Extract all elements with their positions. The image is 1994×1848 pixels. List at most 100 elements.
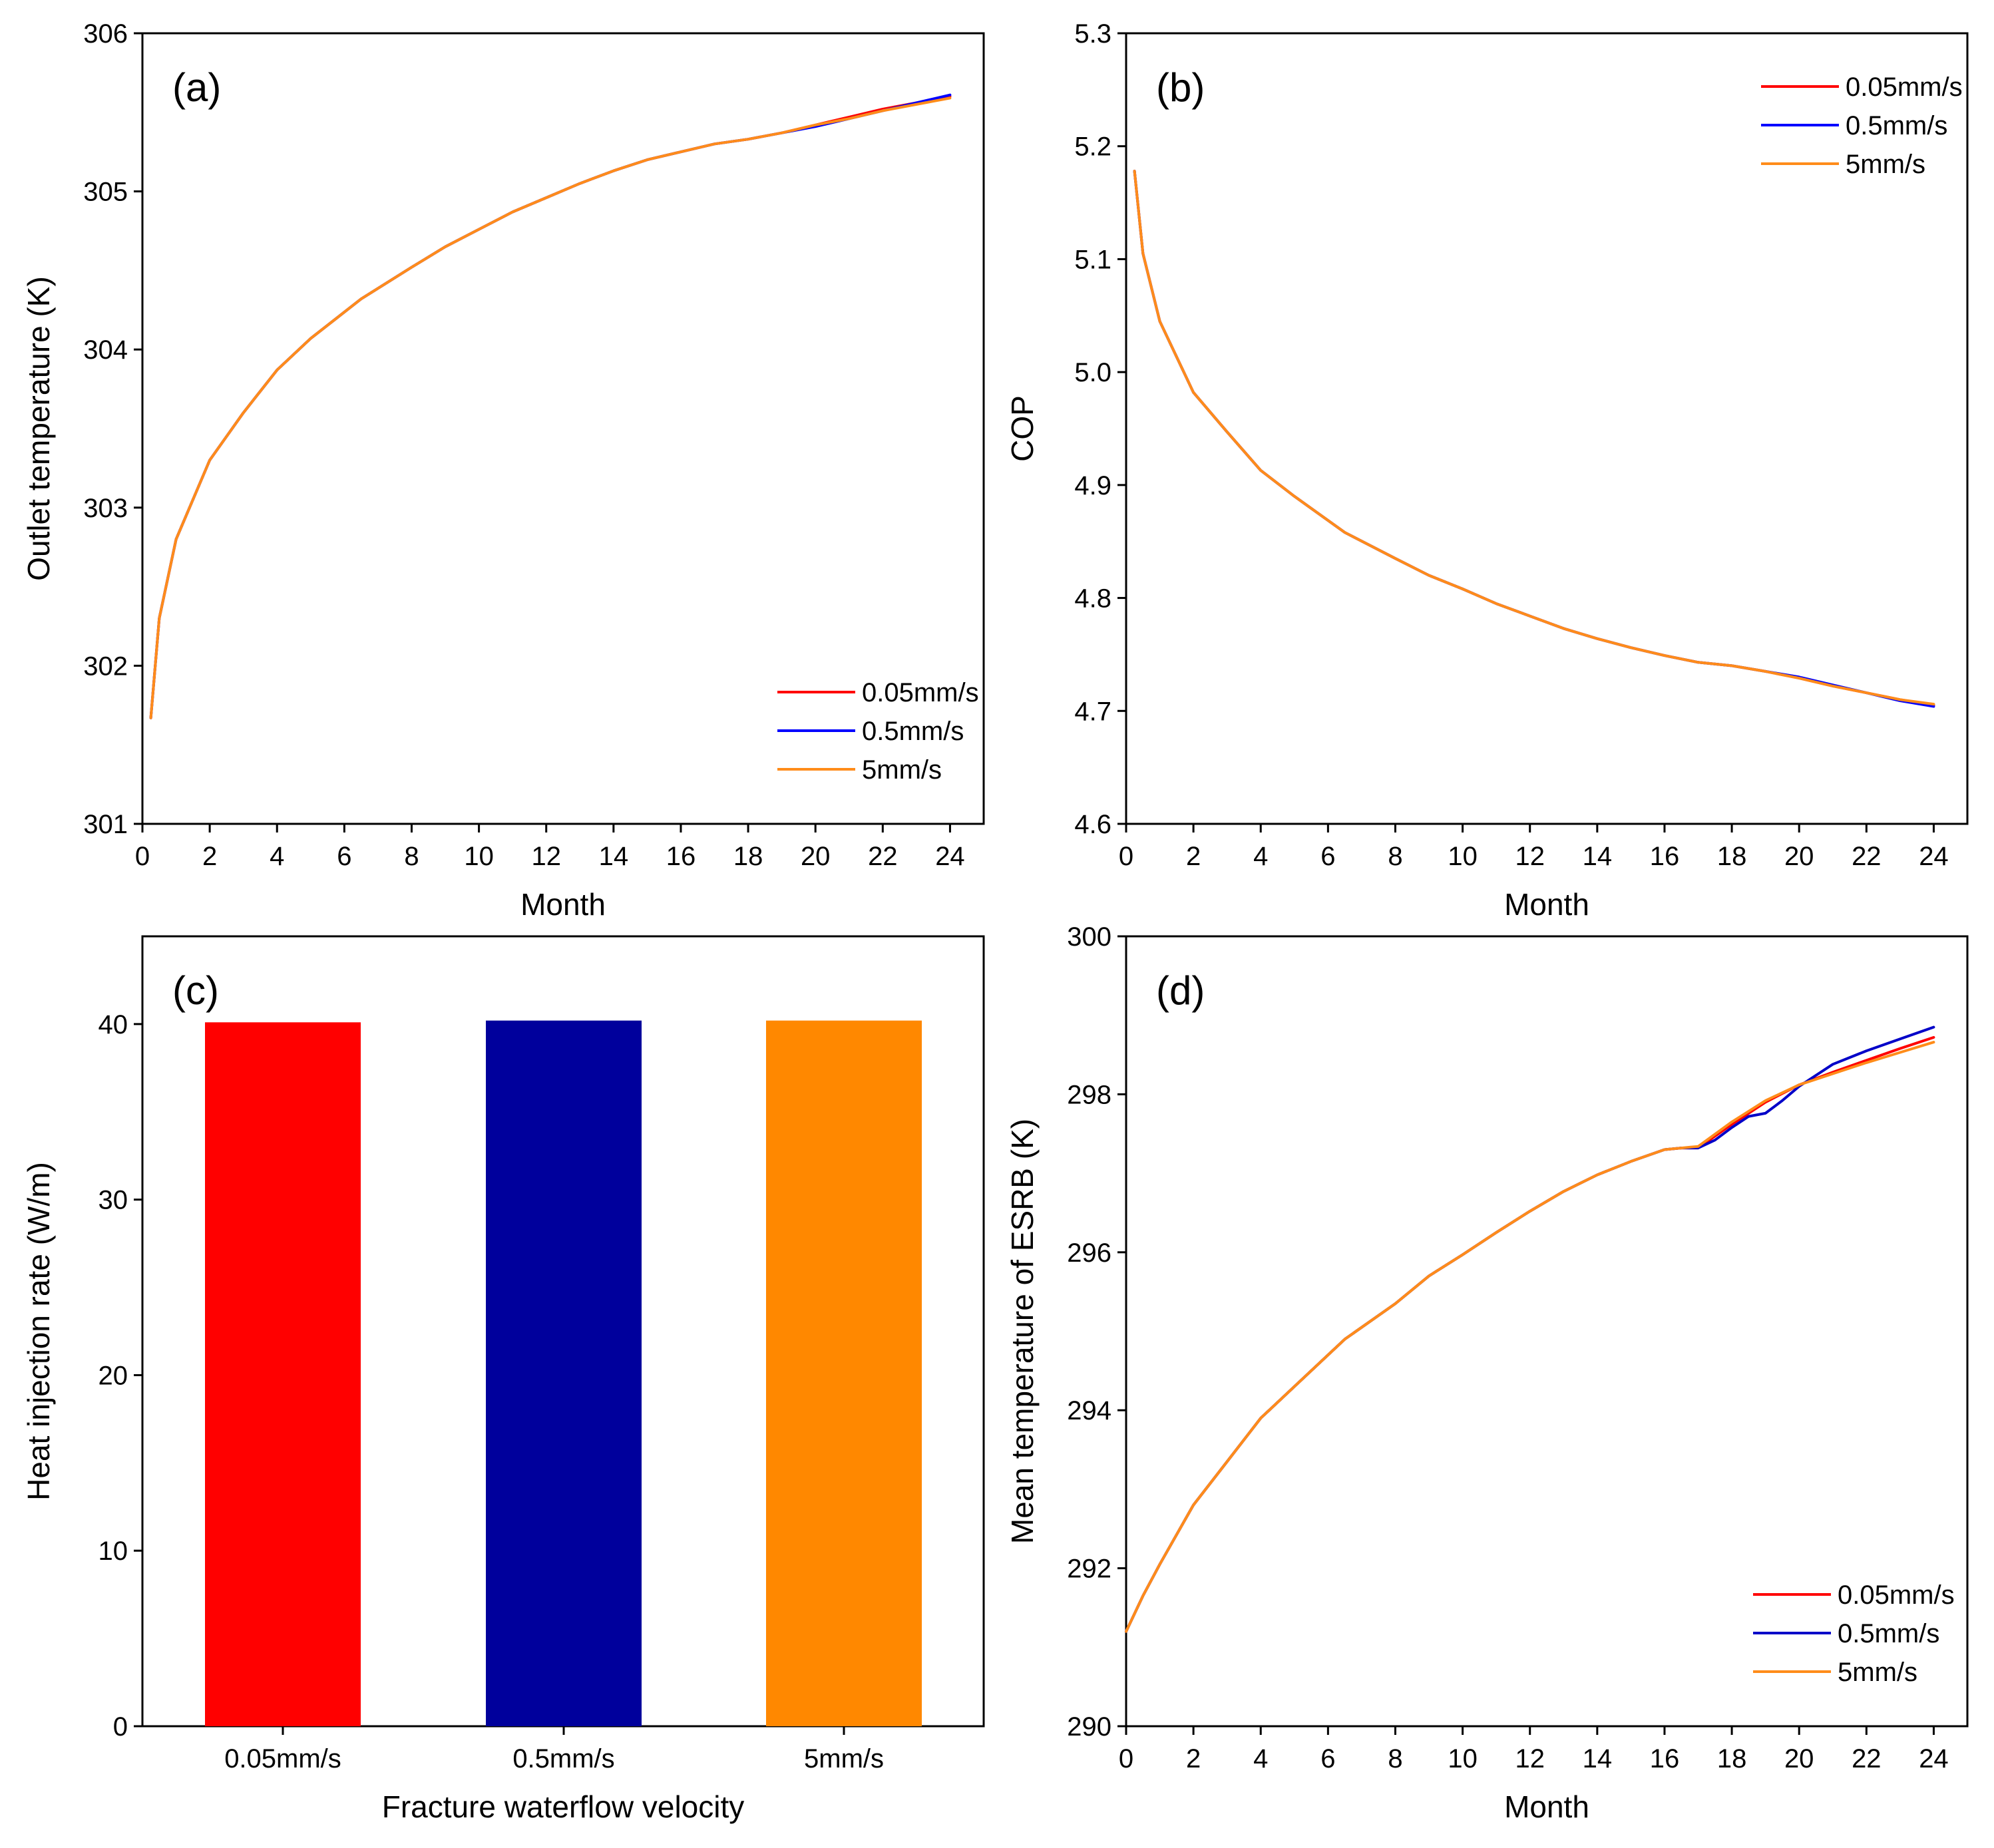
x-tick-label: 24 [935, 842, 965, 871]
x-tick-label: 24 [1919, 1744, 1949, 1773]
y-tick-label: 4.7 [1074, 697, 1111, 726]
plot-frame [141, 32, 985, 825]
x-tick-label: 10 [1448, 842, 1478, 871]
y-axis-title: Mean temperature of ESRB (K) [1005, 1119, 1040, 1544]
legend: 0.05mm/s 0.5mm/s 5mm/s [777, 678, 979, 785]
x-tick-label: 14 [1583, 842, 1613, 871]
bar-0.5mm/s [486, 1020, 642, 1726]
y-axis-title: Outlet temperature (K) [21, 276, 56, 581]
legend-label: 0.5mm/s [1838, 1619, 1939, 1648]
y-tick-label: 304 [83, 335, 128, 365]
y-tick-label: 40 [99, 1010, 128, 1039]
series-line-0.05mm/s [149, 95, 952, 719]
x-tick-label: 0 [135, 842, 150, 871]
x-tick-label: 10 [1448, 1744, 1478, 1773]
x-axis-title: Fracture waterflow velocity [382, 1789, 745, 1824]
y-tick-label: 294 [1067, 1396, 1111, 1425]
x-tick-label: 0.5mm/s [512, 1744, 614, 1773]
y-tick-label: 5.0 [1074, 358, 1111, 387]
y-tick-label: 302 [83, 651, 128, 681]
y-tick-label: 4.9 [1074, 471, 1111, 500]
bar-0.05mm/s [205, 1022, 361, 1726]
legend-label: 5mm/s [1838, 1658, 1917, 1687]
y-tick-label: 5.3 [1074, 19, 1111, 49]
y-tick-label: 4.6 [1074, 810, 1111, 839]
x-tick-label: 4 [1253, 842, 1268, 871]
y-tick-label: 290 [1067, 1712, 1111, 1742]
y-tick-label: 303 [83, 494, 128, 523]
x-tick-label: 2 [202, 842, 217, 871]
x-tick-label: 4 [270, 842, 284, 871]
x-tick-label: 10 [464, 842, 494, 871]
series-line-5mm/s [1125, 1041, 1935, 1633]
x-tick-label: 16 [1650, 1744, 1680, 1773]
x-tick-label: 2 [1186, 1744, 1201, 1773]
y-tick-label: 30 [99, 1186, 128, 1215]
x-tick-label: 8 [1388, 1744, 1402, 1773]
x-tick-label: 2 [1186, 842, 1201, 871]
y-tick-label: 5.2 [1074, 132, 1111, 162]
legend-label: 0.05mm/s [1846, 73, 1963, 102]
x-tick-label: 16 [1650, 842, 1680, 871]
x-tick-label: 12 [1515, 1744, 1545, 1773]
plot-frame [1125, 32, 1969, 825]
series-line-0.05mm/s [1125, 1035, 1935, 1633]
y-tick-label: 298 [1067, 1080, 1111, 1109]
x-axis-title: Month [1504, 1789, 1589, 1824]
y-tick-label: 300 [1067, 922, 1111, 952]
y-axis-title: COP [1005, 395, 1040, 462]
panel-c: 0 10 20 30 40 Heat injection rate (W/m) Fractu… [21, 935, 985, 1824]
x-axis-title: Month [1504, 887, 1589, 922]
x-tick-label: 4 [1253, 1744, 1268, 1773]
legend-label: 0.5mm/s [862, 717, 964, 746]
x-tick-label: 20 [1784, 842, 1814, 871]
series-line-5mm/s [1133, 170, 1935, 706]
x-tick-label: 22 [1852, 1744, 1882, 1773]
y-tick-label: 5.1 [1074, 245, 1111, 274]
panel-label: (d) [1156, 968, 1205, 1013]
x-tick-label: 0 [1119, 1744, 1133, 1773]
y-tick-label: 306 [83, 19, 128, 49]
x-tick-label: 16 [666, 842, 696, 871]
y-tick-label: 296 [1067, 1238, 1111, 1268]
x-tick-label: 8 [404, 842, 419, 871]
x-tick-label: 22 [868, 842, 898, 871]
x-tick-label: 20 [1784, 1744, 1814, 1773]
series-line-0.05mm/s [1133, 170, 1935, 707]
legend-label: 0.5mm/s [1846, 111, 1947, 140]
legend-label: 5mm/s [1846, 150, 1925, 179]
y-axis-title: Heat injection rate (W/m) [21, 1162, 56, 1501]
y-tick-label: 292 [1067, 1555, 1111, 1584]
y-tick-label: 301 [83, 810, 128, 839]
x-tick-label: 6 [1320, 842, 1335, 871]
x-tick-label: 14 [599, 842, 629, 871]
legend: 0.05mm/s 0.5mm/s 5mm/s [1753, 1580, 1955, 1687]
panel-label: (c) [172, 968, 219, 1013]
y-tick-label: 305 [83, 178, 128, 207]
x-tick-label: 24 [1919, 842, 1949, 871]
y-tick-label: 0 [113, 1712, 128, 1742]
y-tick-label: 10 [99, 1537, 128, 1566]
x-tick-label: 8 [1388, 842, 1402, 871]
panel-label: (b) [1156, 65, 1205, 110]
y-tick-label: 20 [99, 1361, 128, 1390]
x-tick-label: 12 [1515, 842, 1545, 871]
panel-d: 290 292 294 296 298 300 Mean temperature of ES… [1005, 922, 1969, 1824]
x-tick-label: 18 [1717, 1744, 1747, 1773]
x-tick-label: 0 [1119, 842, 1133, 871]
x-axis-title: Month [520, 887, 606, 922]
y-tick-label: 4.8 [1074, 584, 1111, 614]
plot-frame [1125, 935, 1969, 1728]
x-tick-label: 0.05mm/s [224, 1744, 341, 1773]
x-tick-label: 20 [801, 842, 831, 871]
panel-label: (a) [172, 65, 221, 110]
panel-a: 301 302 303 304 305 306 Outlet temperature (K)… [21, 19, 985, 922]
x-tick-label: 18 [733, 842, 763, 871]
x-tick-label: 5mm/s [804, 1744, 884, 1773]
series-line-0.5mm/s [149, 93, 952, 719]
bar-5mm/s [766, 1020, 922, 1726]
legend-label: 0.05mm/s [862, 678, 979, 707]
legend-label: 5mm/s [862, 755, 942, 785]
